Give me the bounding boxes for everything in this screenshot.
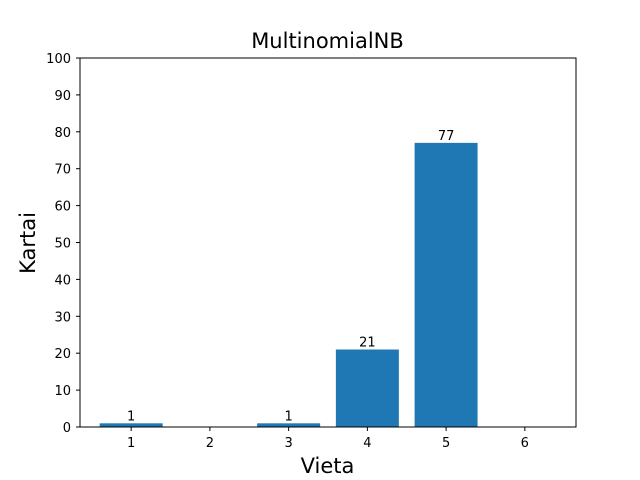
x-tick-label: 4 [363, 436, 371, 451]
y-tick-label: 90 [54, 89, 71, 104]
data-label-5: 77 [438, 129, 455, 144]
y-tick-label: 0 [63, 421, 71, 436]
y-tick-label: 30 [54, 310, 71, 325]
y-tick-label: 60 [54, 200, 71, 215]
bar-4 [335, 349, 399, 427]
plot-frame [79, 57, 577, 428]
y-tick-label: 80 [54, 126, 71, 141]
data-label-4: 21 [359, 336, 376, 351]
data-labels: 1 1 21 77 [127, 129, 454, 424]
x-tick-label: 1 [127, 436, 135, 451]
x-tick-label: 5 [442, 436, 450, 451]
bar-5 [414, 142, 478, 427]
data-label-1: 1 [127, 409, 135, 424]
bar-1 [99, 423, 163, 427]
x-axis-label: Vieta [301, 454, 355, 478]
y-tick-label: 70 [54, 163, 71, 178]
x-axis-ticks: 1 2 3 4 5 6 [127, 427, 529, 451]
x-tick-label: 6 [521, 436, 529, 451]
y-axis-ticks: 0 10 20 30 40 50 60 70 80 90 100 [46, 52, 80, 436]
chart-title: MultinomialNB [251, 29, 404, 53]
x-tick-label: 2 [206, 436, 214, 451]
y-tick-label: 10 [54, 384, 71, 399]
bar-3 [257, 423, 321, 427]
y-tick-label: 50 [54, 237, 71, 252]
bar-series [99, 142, 478, 427]
y-tick-label: 20 [54, 347, 71, 362]
y-tick-label: 40 [54, 273, 71, 288]
y-axis-label: Kartai [16, 212, 40, 274]
data-label-3: 1 [284, 409, 292, 424]
x-tick-label: 3 [284, 436, 292, 451]
y-tick-label: 100 [46, 52, 71, 67]
